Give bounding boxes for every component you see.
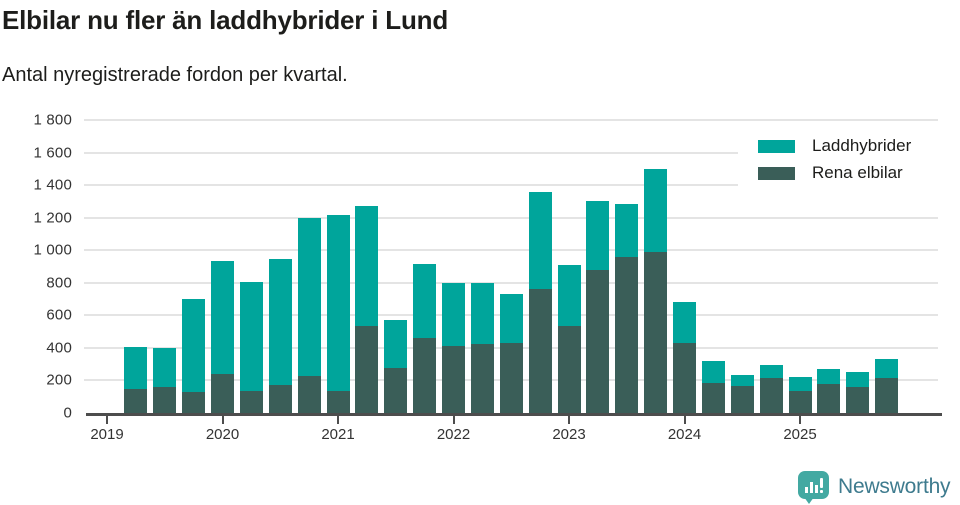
y-tick-label: 1 400 xyxy=(33,176,72,194)
x-tick-label: 2024 xyxy=(667,425,702,443)
gridline xyxy=(84,119,938,121)
bar-segment-laddhybrider xyxy=(239,281,263,392)
legend-swatch-rena-elbilar xyxy=(758,166,795,180)
bar-segment-laddhybrider xyxy=(557,265,581,327)
brand-footer: Newsworthy xyxy=(798,471,951,504)
x-tick xyxy=(452,415,455,424)
bar-segment-rena-elbilar xyxy=(730,385,754,413)
y-tick-label: 1 000 xyxy=(33,241,72,259)
y-tick-label: 1 600 xyxy=(33,144,72,161)
x-tick xyxy=(568,415,570,424)
x-tick-label: 2025 xyxy=(783,425,817,443)
y-tick-label: 1 200 xyxy=(33,209,72,226)
x-tick-label: 2019 xyxy=(90,425,124,443)
y-tick-label: 0 xyxy=(63,404,72,421)
bar-segment-laddhybrider xyxy=(701,361,725,384)
bar-segment-laddhybrider xyxy=(499,293,523,344)
x-tick xyxy=(683,415,686,424)
bar-segment-laddhybrider xyxy=(297,217,321,376)
gridline xyxy=(84,216,938,219)
bar-segment-rena-elbilar xyxy=(701,383,725,413)
bar-segment-rena-elbilar xyxy=(268,384,292,413)
bar-segment-rena-elbilar xyxy=(297,375,321,413)
bar-segment-rena-elbilar xyxy=(124,388,148,413)
bar-segment-rena-elbilar xyxy=(788,390,812,413)
bar-segment-laddhybrider xyxy=(673,302,696,344)
bar-segment-laddhybrider xyxy=(586,201,610,270)
gridline xyxy=(84,249,938,251)
bar-segment-rena-elbilar xyxy=(499,343,523,413)
y-tick-label: 1 800 xyxy=(33,111,72,129)
bar-segment-laddhybrider xyxy=(211,261,234,375)
legend-label: Laddhybrider xyxy=(812,136,912,155)
bar-segment-rena-elbilar xyxy=(153,386,177,413)
bar-segment-rena-elbilar xyxy=(442,345,465,413)
bar-segment-rena-elbilar xyxy=(211,374,234,413)
bar-segment-rena-elbilar xyxy=(470,344,494,413)
x-tick-label: 2021 xyxy=(321,425,355,443)
bar-segment-laddhybrider xyxy=(442,282,465,346)
bar-segment-rena-elbilar xyxy=(673,343,696,413)
bar-segment-rena-elbilar xyxy=(875,377,899,413)
bar-segment-rena-elbilar xyxy=(239,391,263,413)
bar-segment-rena-elbilar xyxy=(817,384,841,413)
bar-segment-rena-elbilar xyxy=(182,392,206,413)
bar-segment-laddhybrider xyxy=(182,298,206,393)
x-tick xyxy=(106,415,108,424)
x-tick xyxy=(799,415,801,424)
bar-segment-laddhybrider xyxy=(384,319,408,368)
bar-segment-rena-elbilar xyxy=(586,269,610,413)
x-tick xyxy=(221,415,224,424)
bar-segment-laddhybrider xyxy=(615,203,639,257)
y-tick-label: 600 xyxy=(46,306,72,324)
bar-segment-rena-elbilar xyxy=(384,367,408,413)
gridline xyxy=(84,151,938,154)
bar-segment-rena-elbilar xyxy=(326,391,350,413)
bar-segment-laddhybrider xyxy=(528,191,552,289)
bar-segment-laddhybrider xyxy=(470,283,494,345)
chart-title: Elbilar nu fler än laddhybrider i Lund xyxy=(2,5,449,35)
bar-segment-laddhybrider xyxy=(124,346,148,389)
legend-item-laddhybrider: Laddhybrider xyxy=(738,135,960,157)
bar-segment-rena-elbilar xyxy=(846,386,870,413)
brand-name: Newsworthy xyxy=(838,474,951,498)
gridline xyxy=(84,281,938,284)
bar-segment-laddhybrider xyxy=(817,368,841,385)
bar-segment-rena-elbilar xyxy=(759,378,783,413)
bar-segment-laddhybrider xyxy=(644,168,668,253)
bar-segment-laddhybrider xyxy=(846,371,870,387)
bar-segment-laddhybrider xyxy=(355,206,379,326)
bar-segment-rena-elbilar xyxy=(528,289,552,413)
bar-segment-laddhybrider xyxy=(875,358,899,378)
bar-segment-laddhybrider xyxy=(153,348,177,387)
newsworthy-logo-icon xyxy=(798,471,829,504)
legend-item-rena-elbilar: Rena elbilar xyxy=(738,162,960,184)
legend-label: Rena elbilar xyxy=(812,163,903,182)
legend: Laddhybrider Rena elbilar xyxy=(738,132,960,188)
bar-segment-rena-elbilar xyxy=(557,326,581,413)
x-tick-label: 2023 xyxy=(552,425,586,443)
bar-segment-laddhybrider xyxy=(788,376,812,391)
x-tick-label: 2020 xyxy=(205,425,240,443)
y-tick-label: 200 xyxy=(46,371,72,389)
bar-segment-laddhybrider xyxy=(326,215,350,392)
x-axis-line xyxy=(86,412,942,416)
bar-segment-laddhybrider xyxy=(268,258,292,385)
y-tick-label: 800 xyxy=(46,274,72,291)
y-tick-label: 400 xyxy=(46,339,72,356)
x-tick-label: 2022 xyxy=(436,425,471,443)
gridline xyxy=(84,184,938,186)
legend-swatch-laddhybrider xyxy=(758,139,795,153)
bar-segment-laddhybrider xyxy=(759,365,783,379)
bar-segment-rena-elbilar xyxy=(413,337,437,413)
bar-segment-rena-elbilar xyxy=(615,256,639,413)
bar-segment-rena-elbilar xyxy=(355,325,379,413)
x-tick xyxy=(337,415,339,424)
bar-segment-laddhybrider xyxy=(413,263,437,338)
bar-segment-rena-elbilar xyxy=(644,252,668,413)
bar-segment-laddhybrider xyxy=(730,375,754,386)
chart-subtitle: Antal nyregistrerade fordon per kvartal. xyxy=(2,64,348,86)
